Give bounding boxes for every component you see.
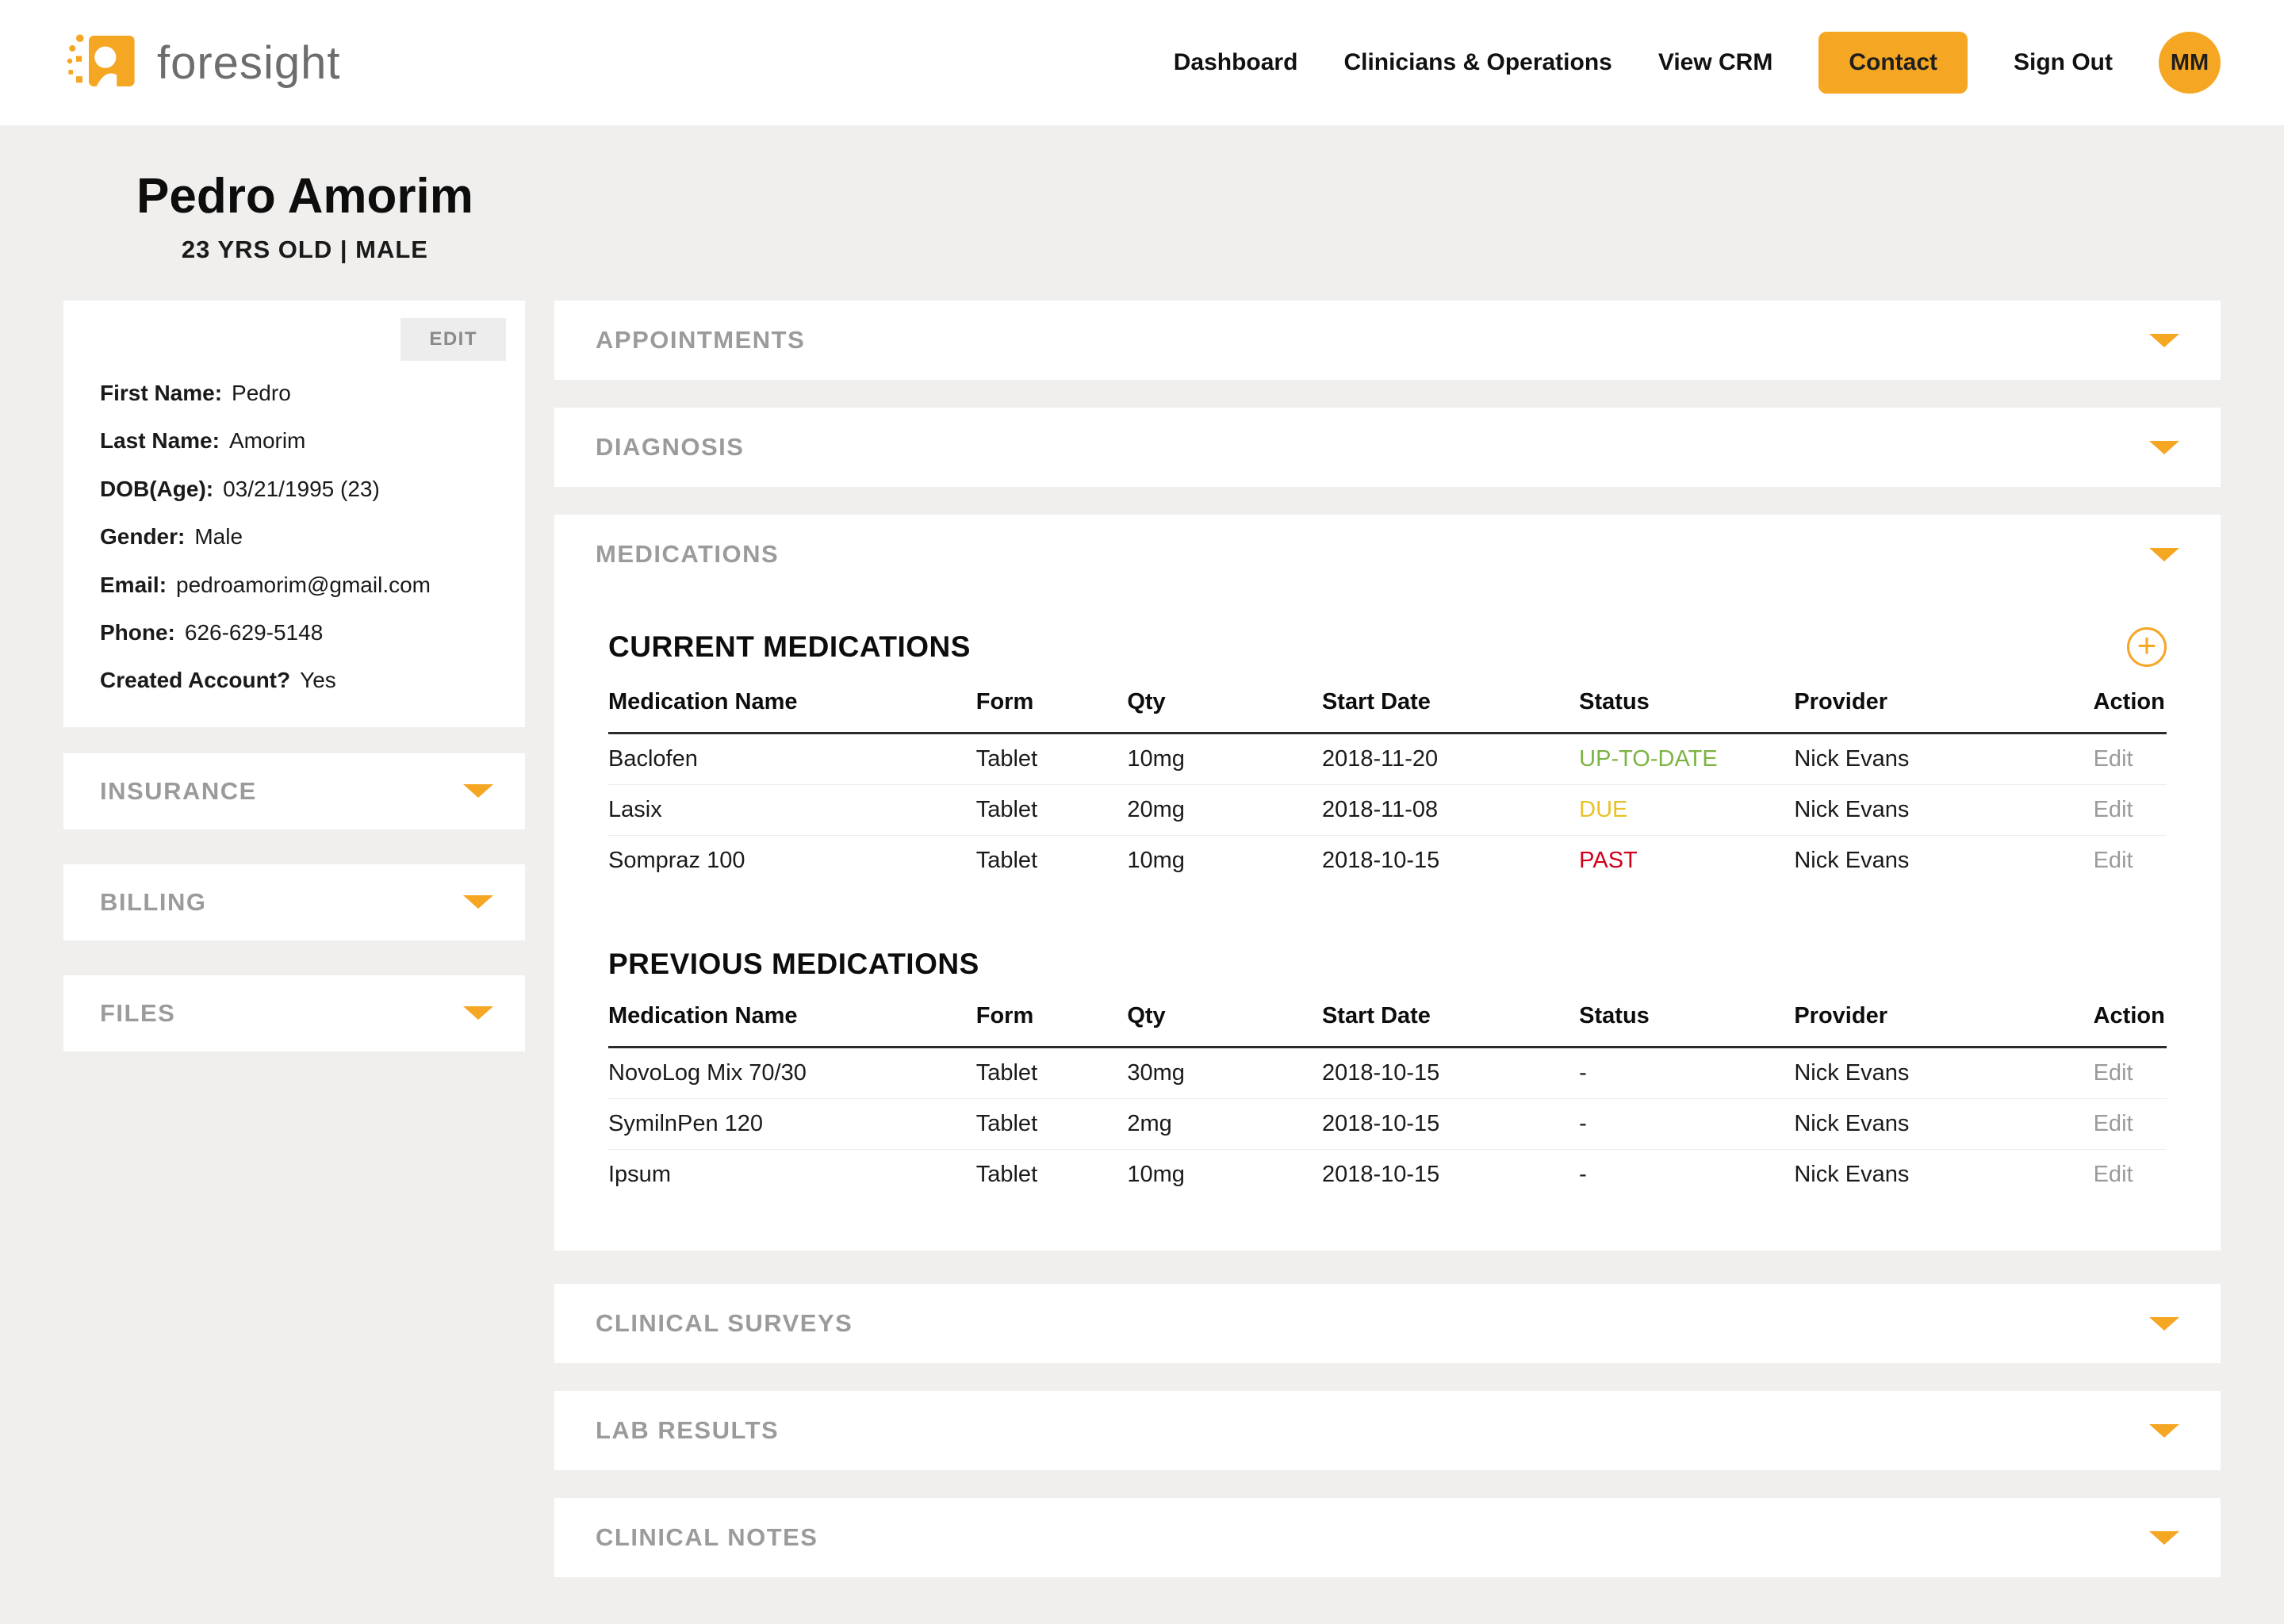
section-diagnosis[interactable]: DIAGNOSIS [554,408,2221,487]
user-avatar[interactable]: MM [2159,32,2221,94]
current-medications-header: CURRENT MEDICATIONS + [608,627,2167,667]
edit-button[interactable]: EDIT [400,318,506,361]
section-lab-results[interactable]: LAB RESULTS [554,1391,2221,1470]
medication-name: Baclofen [608,733,976,785]
sidebar-section-files[interactable]: FILES [63,975,525,1051]
table-header-row: Medication Name Form Qty Start Date Stat… [608,673,2167,734]
edit-medication-link[interactable]: Edit [2093,1162,2133,1187]
content: EDIT First Name: Pedro Last Name: Amorim D… [0,301,2284,1605]
patient-header: Pedro Amorim 23 YRS OLD | MALE [136,168,473,264]
chevron-down-icon [463,895,493,910]
chevron-down-icon [2149,333,2179,347]
sidebar-section-billing[interactable]: BILLING [63,864,525,940]
section-clinical-surveys[interactable]: CLINICAL SURVEYS [554,1284,2221,1363]
contact-button[interactable]: Contact [1818,32,1968,94]
previous-medications-title: PREVIOUS MEDICATIONS [608,948,979,980]
status-badge: UP-TO-DATE [1579,733,1795,785]
edit-medication-link[interactable]: Edit [2093,1060,2133,1086]
status-badge: PAST [1579,848,1638,873]
edit-medication-link[interactable]: Edit [2093,1111,2133,1136]
section-appointments[interactable]: APPOINTMENTS [554,301,2221,380]
status-badge: - [1579,1047,1795,1099]
status-badge: - [1579,1162,1587,1187]
chevron-down-icon [2149,547,2179,561]
field-gender: Gender: Male [100,524,243,550]
logo-icon [63,29,140,98]
medication-name: Lasix [608,784,976,836]
field-email: Email: pedroamorim@gmail.com [100,572,431,597]
medications-card: MEDICATIONS CURRENT MEDICATIONS + [554,515,2221,1251]
previous-medications-table: Medication Name Form Qty Start Date Stat… [608,987,2167,1200]
logo-wordmark: foresight [157,36,341,89]
logo[interactable]: foresight [63,29,340,98]
section-medications[interactable]: MEDICATIONS [554,515,2221,594]
edit-medication-link[interactable]: Edit [2093,746,2133,772]
chevron-down-icon [463,784,493,799]
table-row: SymilnPen 120 Tablet 2mg 2018-10-15 - Ni… [608,1098,2167,1150]
table-row: Lasix Tablet 20mg 2018-11-08 DUE Nick Ev… [608,784,2167,836]
sidebar-section-insurance[interactable]: INSURANCE [63,753,525,829]
chevron-down-icon [2149,1530,2179,1545]
nav-clinicians-operations[interactable]: Clinicians & Operations [1343,49,1612,75]
field-created-account: Created Account? Yes [100,668,336,693]
top-nav-bar: foresight Dashboard Clinicians & Operati… [0,0,2284,125]
current-medications-title: CURRENT MEDICATIONS [608,630,971,663]
medication-name: SymilnPen 120 [608,1098,976,1150]
status-badge: DUE [1579,784,1795,836]
patient-name: Pedro Amorim [136,169,473,224]
table-header-row: Medication Name Form Qty Start Date Stat… [608,987,2167,1048]
patient-fields: First Name: Pedro Last Name: Amorim DOB(Ag… [100,381,506,692]
section-clinical-notes[interactable]: CLINICAL NOTES [554,1498,2221,1577]
medication-name: Ipsum [608,1162,671,1187]
chevron-down-icon [2149,1423,2179,1438]
chevron-down-icon [463,1006,493,1021]
nav-dashboard[interactable]: Dashboard [1173,49,1298,75]
nav-view-crm[interactable]: View CRM [1657,49,1773,75]
edit-medication-link[interactable]: Edit [2093,848,2133,873]
field-first-name: First Name: Pedro [100,381,291,405]
current-medications-table: Medication Name Form Qty Start Date Stat… [608,673,2167,886]
chevron-down-icon [2149,1316,2179,1331]
add-icon: + [2136,626,2157,664]
table-row: Sompraz 100 Tablet 10mg 2018-10-15 PAST … [608,836,2167,887]
field-phone: Phone: 626-629-5148 [100,619,324,645]
left-sidebar: EDIT First Name: Pedro Last Name: Amorim D… [63,301,525,1086]
main-column: APPOINTMENTS DIAGNOSIS MEDICATIONS CURRE… [554,301,2221,1605]
patient-meta: 23 YRS OLD | MALE [181,236,428,263]
status-badge: - [1579,1098,1795,1150]
field-last-name: Last Name: Amorim [100,428,306,454]
table-row: NovoLog Mix 70/30 Tablet 30mg 2018-10-15… [608,1047,2167,1099]
table-row: Ipsum Tablet 10mg 2018-10-15 - Nick Evan… [608,1150,2167,1201]
add-medication-button[interactable]: + [2127,627,2167,667]
table-row: Baclofen Tablet 10mg 2018-11-20 UP-TO-DA… [608,733,2167,785]
medication-name: NovoLog Mix 70/30 [608,1047,976,1099]
sign-out-button[interactable]: Sign Out [2014,49,2113,75]
nav: Dashboard Clinicians & Operations View C… [1174,32,2221,94]
medication-name: Sompraz 100 [608,848,745,873]
chevron-down-icon [2149,440,2179,454]
field-dob-age: DOB(Age): 03/21/1995 (23) [100,476,380,501]
medications-content: CURRENT MEDICATIONS + Medication Name [554,594,2221,1251]
edit-medication-link[interactable]: Edit [2093,797,2133,822]
patient-info-card: EDIT First Name: Pedro Last Name: Amorim D… [63,301,525,727]
